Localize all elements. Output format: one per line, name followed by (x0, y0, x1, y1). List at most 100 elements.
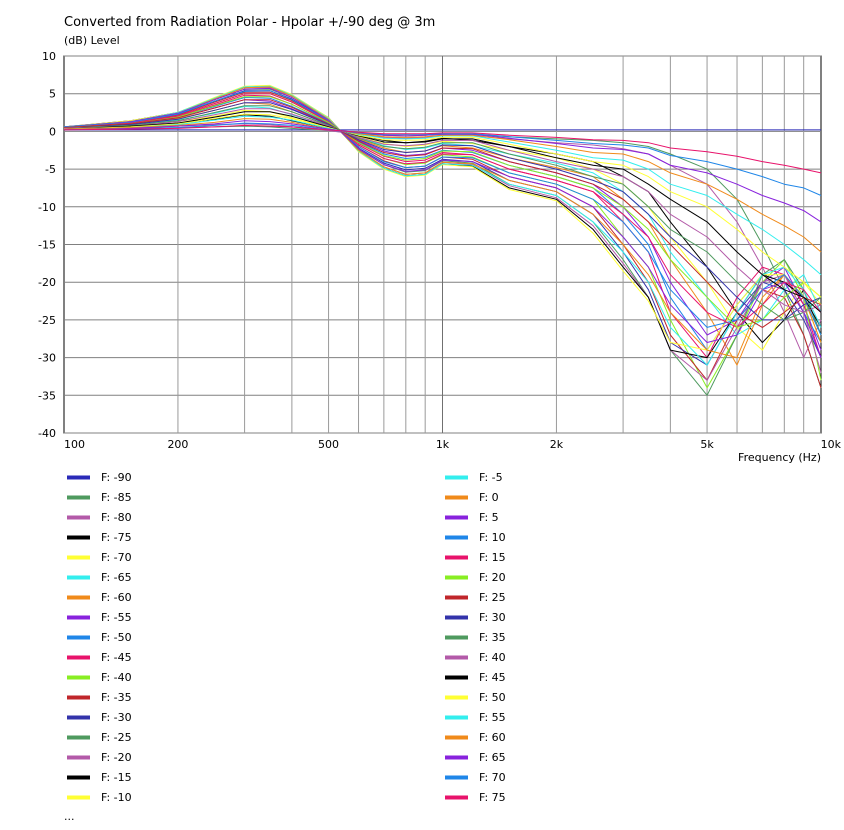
legend-label: F: -65 (101, 571, 132, 584)
legend-item: F: 45 (445, 671, 506, 684)
y-tick-label: -15 (38, 239, 56, 252)
legend-item: F: 75 (445, 791, 506, 804)
legend-item: F: 70 (445, 771, 506, 784)
y-tick-label: 0 (49, 125, 56, 138)
legend-label: F: -20 (101, 751, 132, 764)
legend-item: F: 60 (445, 731, 506, 744)
legend-item: F: -90 (67, 471, 132, 484)
axis-ticks: 10 5 0 -5 -10 -15 -20 -25 -30 -35 -40 100 200 500 1k 2k… (38, 50, 842, 451)
legend-item: F: -65 (67, 571, 132, 584)
series-line (63, 108, 822, 313)
legend-swatch (67, 715, 90, 720)
legend-swatch (67, 555, 90, 560)
series-line (63, 115, 822, 276)
legend-label: F: -75 (101, 531, 132, 544)
legend-label: F: -60 (101, 591, 132, 604)
legend-swatch (445, 775, 468, 780)
legend-swatch (445, 535, 468, 540)
y-tick-label: -25 (38, 314, 56, 327)
legend-label: F: -40 (101, 671, 132, 684)
legend: F: -90 F: -85 F: -80 F: -75 F: -70 F: -65 F: -… (67, 471, 506, 804)
x-tick-label: 200 (167, 438, 188, 451)
legend-swatch (445, 735, 468, 740)
legend-swatch (67, 675, 90, 680)
series-line (63, 102, 822, 321)
series-line (63, 106, 822, 336)
legend-label: F: 15 (479, 551, 506, 564)
x-tick-label: 2k (550, 438, 564, 451)
legend-swatch (445, 795, 468, 800)
series-line (63, 118, 822, 253)
series-line (63, 96, 822, 328)
y-tick-label: -5 (45, 163, 56, 176)
legend-label: F: -45 (101, 651, 132, 664)
legend-label: F: -5 (479, 471, 503, 484)
legend-item: F: 10 (445, 531, 506, 544)
legend-swatch (67, 575, 90, 580)
x-tick-label: 500 (318, 438, 339, 451)
legend-swatch (67, 755, 90, 760)
x-tick-label: 1k (436, 438, 450, 451)
legend-item: F: -30 (67, 711, 132, 724)
legend-label: F: 40 (479, 651, 506, 664)
legend-swatch (67, 735, 90, 740)
series-line (63, 120, 822, 223)
series-line (63, 113, 822, 298)
legend-item: F: -55 (67, 611, 132, 624)
legend-swatch (445, 635, 468, 640)
legend-swatch (67, 635, 90, 640)
legend-label: F: 35 (479, 631, 506, 644)
legend-swatch (445, 695, 468, 700)
legend-label: F: -25 (101, 731, 132, 744)
legend-swatch (67, 775, 90, 780)
legend-item: F: -35 (67, 691, 132, 704)
legend-swatch (445, 715, 468, 720)
x-tick-label: 5k (700, 438, 714, 451)
legend-label: F: -55 (101, 611, 132, 624)
legend-item: F: -70 (67, 551, 132, 564)
legend-item: F: -40 (67, 671, 132, 684)
y-tick-label: -30 (38, 352, 56, 365)
legend-swatch (445, 615, 468, 620)
legend-label: F: 10 (479, 531, 506, 544)
legend-swatch (67, 495, 90, 500)
legend-swatch (67, 655, 90, 660)
x-tick-label: 100 (64, 438, 85, 451)
legend-label: F: -80 (101, 511, 132, 524)
legend-item: F: -75 (67, 531, 132, 544)
y-tick-label: 5 (49, 88, 56, 101)
legend-label: F: -90 (101, 471, 132, 484)
legend-swatch (445, 675, 468, 680)
legend-item: F: -45 (67, 651, 132, 664)
legend-label: F: 5 (479, 511, 499, 524)
legend-label: F: -15 (101, 771, 132, 784)
legend-swatch (445, 495, 468, 500)
legend-swatch (67, 615, 90, 620)
series-line (63, 105, 822, 321)
legend-item: F: -50 (67, 631, 132, 644)
legend-swatch (445, 755, 468, 760)
legend-item: F: -25 (67, 731, 132, 744)
series-line (63, 99, 822, 328)
legend-label: F: 30 (479, 611, 506, 624)
legend-item: F: 25 (445, 591, 506, 604)
series-line (63, 93, 822, 328)
y-tick-label: -20 (38, 276, 56, 289)
series-line (63, 87, 822, 358)
legend-swatch (67, 475, 90, 480)
y-tick-label: 10 (42, 50, 56, 63)
legend-item: F: 5 (445, 511, 499, 524)
legend-swatch (445, 475, 468, 480)
legend-swatch (67, 795, 90, 800)
legend-more: ... (64, 810, 75, 823)
legend-label: F: 65 (479, 751, 506, 764)
legend-swatch (67, 695, 90, 700)
legend-item: F: -20 (67, 751, 132, 764)
legend-item: F: 35 (445, 631, 506, 644)
legend-item: F: 0 (445, 491, 499, 504)
legend-label: F: -10 (101, 791, 132, 804)
series-lines (63, 84, 822, 396)
legend-swatch (445, 595, 468, 600)
series-line (63, 84, 822, 351)
